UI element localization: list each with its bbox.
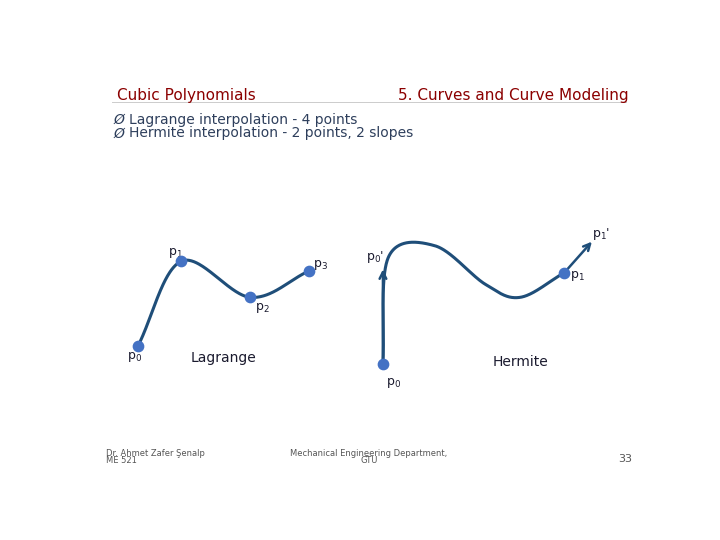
Point (245, 293, 256, 302)
Text: GTU: GTU (360, 456, 378, 465)
Text: p$_1$: p$_1$ (570, 269, 585, 283)
Point (303, 267, 315, 275)
Point (176, 257, 187, 266)
Text: p$_3$: p$_3$ (313, 258, 328, 272)
Text: Hermite: Hermite (493, 355, 549, 369)
Text: Lagrange interpolation - 4 points: Lagrange interpolation - 4 points (129, 112, 357, 126)
Text: Hermite interpolation - 2 points, 2 slopes: Hermite interpolation - 2 points, 2 slop… (129, 126, 413, 140)
Text: p$_1$': p$_1$' (593, 226, 611, 242)
Point (377, 359, 389, 368)
Text: Lagrange: Lagrange (191, 351, 256, 365)
Point (132, 341, 144, 350)
Text: p$_2$: p$_2$ (255, 301, 270, 315)
Text: Cubic Polynomials: Cubic Polynomials (117, 88, 256, 103)
Text: Mechanical Engineering Department,: Mechanical Engineering Department, (290, 449, 448, 457)
Text: Ø: Ø (113, 112, 124, 126)
Text: 5. Curves and Curve Modeling: 5. Curves and Curve Modeling (398, 88, 629, 103)
Text: ME 521: ME 521 (106, 456, 136, 465)
Text: p$_1$: p$_1$ (168, 246, 182, 260)
Point (559, 268, 570, 277)
Text: Dr. Ahmet Zafer Şenalp: Dr. Ahmet Zafer Şenalp (106, 449, 204, 457)
Text: 33: 33 (618, 454, 632, 464)
Text: p$_0$: p$_0$ (127, 349, 143, 363)
Text: Ø: Ø (113, 126, 124, 140)
Text: p$_0$': p$_0$' (366, 249, 384, 265)
Text: p$_0$: p$_0$ (386, 376, 401, 390)
